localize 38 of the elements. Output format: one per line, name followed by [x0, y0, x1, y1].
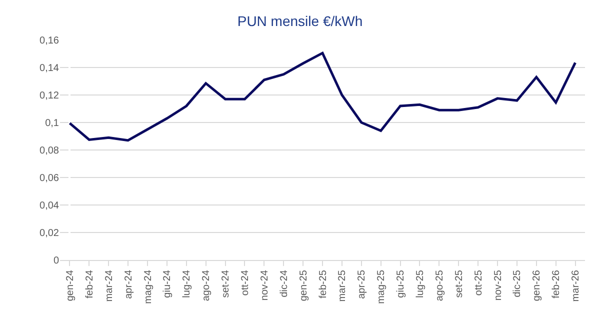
x-tick-label: ott-25 [473, 270, 484, 296]
x-tick-label: gen-25 [298, 270, 310, 302]
y-tick-label: 0,1 [45, 118, 60, 129]
chart-title: PUN mensile €/kWh [237, 12, 363, 29]
x-tick-label: set-25 [454, 270, 465, 298]
x-tick-label: lug-25 [414, 270, 426, 298]
y-tick-label: 0,08 [40, 146, 60, 156]
x-tick-label: dic-24 [278, 270, 290, 298]
x-tick-label: gen-26 [532, 270, 543, 302]
x-tick-label: mag-25 [376, 270, 388, 304]
y-tick-label: 0,06 [40, 173, 60, 184]
x-tick-label: apr-24 [123, 270, 134, 299]
x-tick-label: dic-25 [512, 270, 524, 298]
x-tick-label: mag-24 [142, 270, 154, 304]
x-tick-label: set-24 [220, 270, 232, 298]
x-tick-label: lug-24 [182, 270, 193, 298]
x-tick-label: ago-24 [201, 270, 212, 302]
x-tick-label: apr-25 [356, 270, 368, 299]
y-tick-label: 0 [53, 256, 60, 266]
y-tick-label: 0,14 [40, 63, 60, 74]
y-tick-label: 0,04 [40, 200, 60, 212]
x-tick-label: feb-26 [551, 270, 562, 298]
x-tick-label: giu-25 [396, 270, 407, 298]
y-tick-label: 0,12 [40, 90, 60, 102]
x-tick-label: ago-25 [434, 270, 446, 302]
y-tick-label: 0,16 [40, 36, 60, 46]
x-tick-label: feb-24 [84, 270, 96, 298]
x-tick-label: giu-24 [162, 270, 174, 298]
x-tick-label: nov-25 [492, 270, 504, 301]
x-tick-label: nov-24 [259, 270, 270, 301]
x-tick-label: gen-24 [64, 270, 76, 302]
x-tick-label: mar-25 [337, 270, 348, 302]
x-tick-label: mar-24 [104, 270, 115, 302]
x-tick-label: ott-24 [240, 270, 251, 296]
line-series [68, 52, 577, 142]
x-tick-label: feb-25 [318, 270, 329, 298]
x-tick-label: mar-26 [570, 270, 582, 302]
y-tick-label: 0,02 [40, 228, 60, 239]
